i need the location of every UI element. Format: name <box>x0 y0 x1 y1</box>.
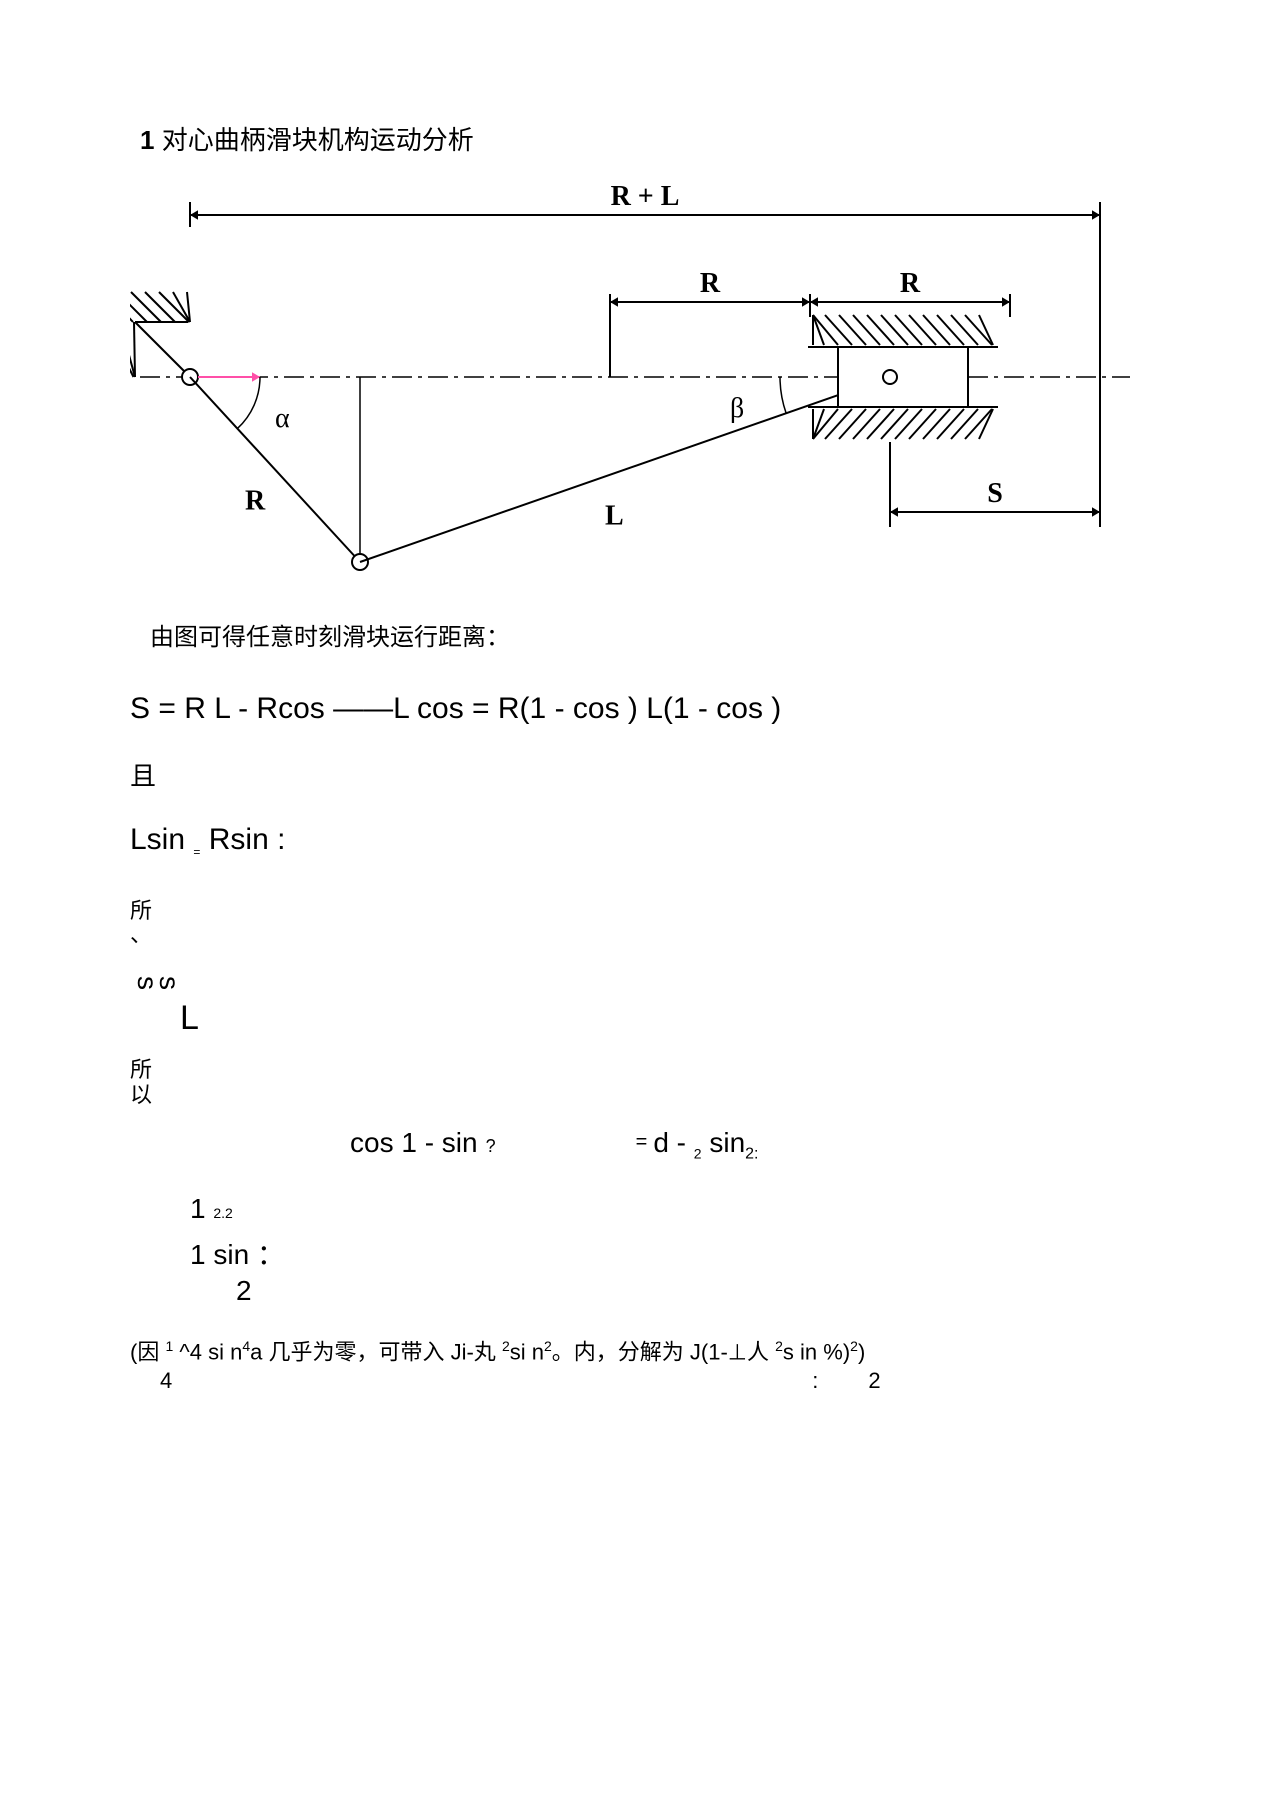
cos-equation: cos 1 - sin? = d - 2 sin2: <box>130 1127 1144 1164</box>
svg-text:β: β <box>730 393 744 424</box>
svg-text:L: L <box>605 501 624 532</box>
svg-text:R: R <box>900 268 921 299</box>
so-text-1: 所 、 <box>130 899 1144 947</box>
title-number: 1 <box>140 125 154 155</box>
diagram-caption: 由图可得任意时刻滑块运行距离： <box>150 617 1144 652</box>
so-text-2: 所 以 <box>130 1058 1144 1106</box>
svg-text:R + L: R + L <box>611 181 680 212</box>
svg-text:S: S <box>987 478 1003 509</box>
svg-text:R: R <box>245 486 266 517</box>
title: 1 对心曲柄滑块机构运动分析 <box>130 120 1144 157</box>
svg-text:R: R <box>700 268 721 299</box>
equation-1: S = R L - Rcos ——L cos = R(1 - cos ) L(1… <box>130 692 1144 726</box>
equation-2: Lsin = Rsin : <box>130 823 1144 859</box>
note-row: (因 1 ^4 si n4a 几乎为零，可带入 Ji-丸 2si n2。内，分解… <box>130 1337 1144 1396</box>
sin-fraction: s s L <box>140 967 1144 1038</box>
mechanism-diagram: R + L R Rα β R L S <box>130 167 1144 587</box>
title-text: 对心曲柄滑块机构运动分析 <box>162 125 474 155</box>
approx-block: 1 2.2 1 sin ： 2 <box>190 1193 1144 1307</box>
and-text: 且 <box>130 756 1144 793</box>
svg-text:α: α <box>275 403 290 434</box>
